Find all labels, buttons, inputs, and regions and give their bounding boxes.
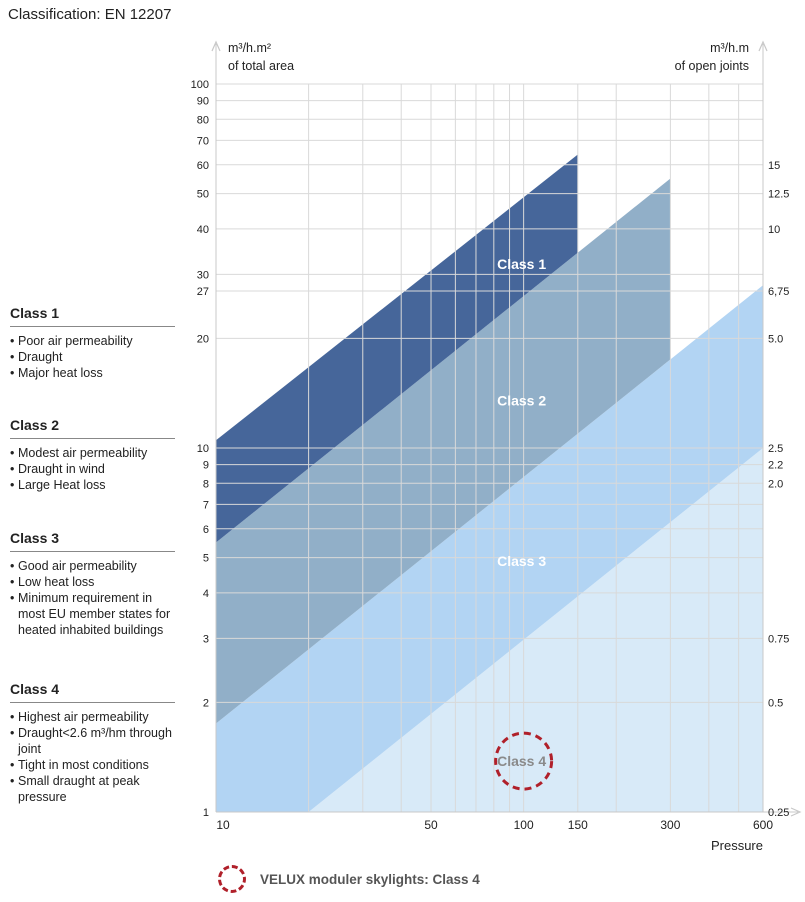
class-3-bullet: Good air permeability <box>10 558 175 574</box>
y-left-tick-label: 80 <box>197 114 209 126</box>
y-right-tick-label: 2.5 <box>768 443 783 455</box>
y-left-tick-label: 90 <box>197 96 209 108</box>
class-1-label: Class 1 <box>497 256 546 272</box>
y-left-tick-label: 70 <box>197 135 209 147</box>
y-left-tick-label: 10 <box>197 443 209 455</box>
y-left-tick-label: 8 <box>203 478 209 490</box>
class-4-bullet: Draught<2.6 m³/hm through joint <box>10 725 175 757</box>
class-2-bullet: Large Heat loss <box>10 477 175 493</box>
class-1-bullet: Draught <box>10 349 175 365</box>
y-left-tick-label: 50 <box>197 189 209 201</box>
class-3-bullet: Minimum requirement in most EU member st… <box>10 590 175 638</box>
y-right-tick-label: 0.25 <box>768 807 789 819</box>
y-right-tick-label: 10 <box>768 224 780 236</box>
y-left-tick-label: 20 <box>197 333 209 345</box>
velux-legend-text: VELUX moduler skylights: Class 4 <box>260 871 480 887</box>
class-1-bullet: Major heat loss <box>10 365 175 381</box>
class-1-description: Class 1 Poor air permeability Draught Ma… <box>10 305 175 381</box>
y-left-tick-label: 4 <box>203 588 209 600</box>
y-left-tick-label: 1 <box>203 807 209 819</box>
y-left-tick-label: 30 <box>197 269 209 281</box>
class-1-band <box>216 154 578 543</box>
class-3-description: Class 3 Good air permeability Low heat l… <box>10 530 175 638</box>
x-tick-label: 150 <box>568 818 588 832</box>
class-4-band <box>308 448 763 812</box>
page-title: Classification: EN 12207 <box>8 6 172 23</box>
y-right-tick-label: 2.0 <box>768 478 783 490</box>
class-3-label: Class 3 <box>497 553 546 569</box>
y-left-tick-label: 9 <box>203 460 209 472</box>
class-3-bullet: Low heat loss <box>10 574 175 590</box>
y-right-tick-label: 2.2 <box>768 460 783 472</box>
x-tick-label: 10 <box>216 818 230 832</box>
dashed-circle-icon <box>218 865 246 893</box>
class-4-highlight-circle <box>494 731 554 791</box>
arrow-right-icon <box>790 807 802 817</box>
class-1-bullet: Poor air permeability <box>10 333 175 349</box>
y-left-tick-label: 6 <box>203 524 209 536</box>
y-left-tick-label: 60 <box>197 160 209 172</box>
class-2-bullet: Draught in wind <box>10 461 175 477</box>
class-2-heading: Class 2 <box>10 417 175 439</box>
arrow-up-icon <box>758 40 768 52</box>
y-right-tick-label: 5.0 <box>768 333 783 345</box>
class-4-bullet: Highest air permeability <box>10 709 175 725</box>
class-4-description: Class 4 Highest air permeability Draught… <box>10 681 175 805</box>
class-3-bullets: Good air permeability Low heat loss Mini… <box>10 558 175 638</box>
class-2-bullet: Modest air permeability <box>10 445 175 461</box>
class-4-bullet: Tight in most conditions <box>10 757 175 773</box>
y-left-tick-label: 5 <box>203 553 209 565</box>
class-1-bullets: Poor air permeability Draught Major heat… <box>10 333 175 381</box>
x-tick-label: 100 <box>514 818 534 832</box>
y-left-tick-label: 3 <box>203 633 209 645</box>
class-3-heading: Class 3 <box>10 530 175 552</box>
velux-legend: VELUX moduler skylights: Class 4 <box>218 862 480 896</box>
y-right-axis-subtitle: of open joints <box>675 59 749 73</box>
arrow-up-icon <box>211 40 221 52</box>
class-2-bullets: Modest air permeability Draught in wind … <box>10 445 175 493</box>
x-tick-label: 50 <box>424 818 438 832</box>
class-4-bullets: Highest air permeability Draught<2.6 m³/… <box>10 709 175 805</box>
y-left-tick-label: 2 <box>203 697 209 709</box>
y-right-tick-label: 15 <box>768 160 780 172</box>
y-left-tick-label: 7 <box>203 499 209 511</box>
y-left-tick-label: 40 <box>197 224 209 236</box>
class-1-heading: Class 1 <box>10 305 175 327</box>
y-left-axis-title: m³/h.m² <box>228 41 271 55</box>
x-tick-label: 300 <box>660 818 680 832</box>
y-left-axis-subtitle: of total area <box>228 59 294 73</box>
x-tick-label: 600 <box>753 818 773 832</box>
y-left-tick-label: 27 <box>197 286 209 298</box>
class-4-label: Class 4 <box>497 753 546 769</box>
y-right-tick-label: 0.5 <box>768 697 783 709</box>
class-2-description: Class 2 Modest air permeability Draught … <box>10 417 175 493</box>
class-4-heading: Class 4 <box>10 681 175 703</box>
class-2-label: Class 2 <box>497 393 546 409</box>
class-4-bullet: Small draught at peak pressure <box>10 773 175 805</box>
x-axis-title: Pressure <box>711 838 763 853</box>
y-right-axis-title: m³/h.m <box>710 41 749 55</box>
y-right-tick-label: 6,75 <box>768 286 789 298</box>
class-3-band <box>216 285 763 812</box>
y-left-tick-label: 100 <box>191 79 209 91</box>
y-right-tick-label: 12.5 <box>768 189 789 201</box>
class-2-band <box>216 178 671 724</box>
y-right-tick-label: 0.75 <box>768 633 789 645</box>
